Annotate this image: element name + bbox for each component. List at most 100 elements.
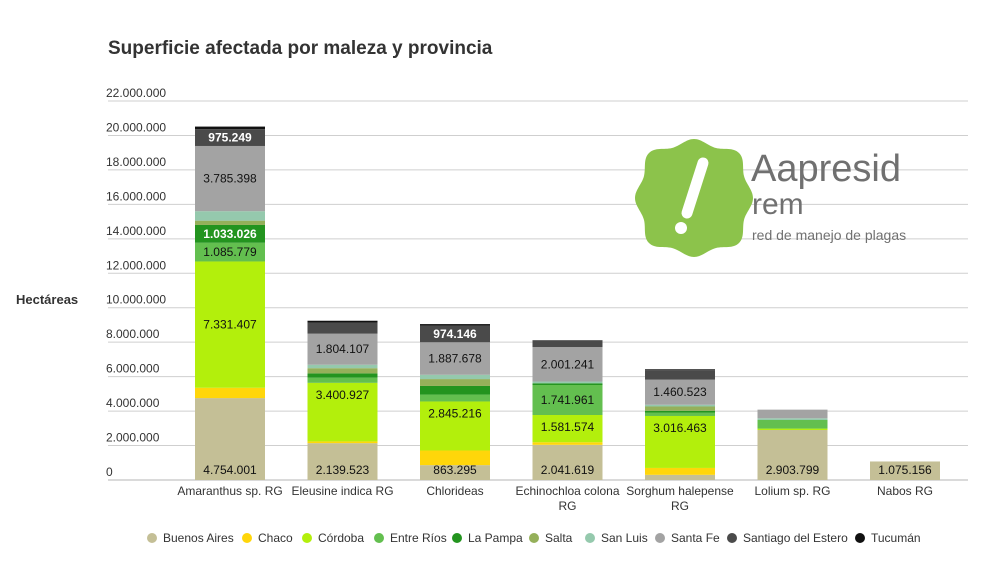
legend-marker: [529, 533, 539, 543]
data-label: 2.041.619: [541, 463, 595, 477]
y-tick-label: 8.000.000: [106, 327, 160, 341]
bar-segment: [420, 325, 490, 343]
bar-segment: [645, 404, 715, 407]
bar-segment: [645, 370, 715, 380]
y-tick-label: 22.000.000: [106, 86, 166, 100]
bar-segment: [757, 429, 828, 480]
data-label: 4.754.001: [203, 463, 257, 477]
bar-segment: [645, 406, 715, 411]
x-axis: Amaranthus sp. RG Eleusine indica RG Chlor…: [177, 484, 933, 513]
logo-slash-icon: [681, 157, 709, 219]
x-tick-label: Amaranthus sp. RG: [177, 484, 282, 498]
bar-segment: [757, 419, 828, 429]
data-label: 3.016.463: [653, 421, 707, 435]
bar-segment: [532, 347, 603, 382]
bar-segment: [307, 322, 378, 334]
legend-label: Buenos Aires: [163, 531, 234, 545]
bar-segment: [307, 368, 378, 374]
legend-label: Entre Ríos: [390, 531, 447, 545]
bar-segment: [645, 474, 715, 480]
data-label: 2.139.523: [316, 463, 370, 477]
bar-segment: [420, 394, 490, 402]
legend-marker: [374, 533, 384, 543]
bar-segment: [307, 382, 378, 442]
legend-marker: [855, 533, 865, 543]
bar-segment: [757, 409, 828, 419]
bar-segment: [532, 383, 603, 385]
x-tick-label: Sorghum halepense: [626, 484, 734, 498]
data-label: 974.146: [433, 327, 477, 341]
bar-segment: [195, 261, 265, 388]
y-tick-label: 0: [106, 465, 113, 479]
data-label: 1.804.107: [316, 342, 370, 356]
y-tick-label: 6.000.000: [106, 362, 160, 376]
legend: Buenos Aires Chaco Córdoba Entre Ríos La Pam…: [147, 531, 921, 545]
bar-segment: [420, 342, 490, 375]
legend-label: Salta: [545, 531, 573, 545]
bar-segment: [420, 379, 490, 386]
legend-marker: [242, 533, 252, 543]
bar-segment: [307, 443, 378, 480]
legend-marker: [302, 533, 312, 543]
bar-segment: [645, 467, 715, 475]
logo-brand-text: Aapresid: [751, 148, 901, 190]
legend-marker: [727, 533, 737, 543]
bar-segment: [307, 373, 378, 378]
legend-label: Santa Fe: [671, 531, 720, 545]
data-label: 975.249: [208, 131, 252, 145]
bar-segment: [420, 385, 490, 395]
legend-marker: [452, 533, 462, 543]
bar-segment: [420, 401, 490, 451]
bar-segment: [307, 364, 378, 369]
y-tick-label: 18.000.000: [106, 155, 166, 169]
bar-segment: [195, 242, 265, 262]
legend-marker: [585, 533, 595, 543]
data-label: 863.295: [433, 463, 477, 477]
bar-segment: [645, 415, 715, 468]
bar-segment: [195, 220, 265, 225]
data-label: 1.741.961: [541, 393, 595, 407]
legend-label: Chaco: [258, 531, 293, 545]
bar-segment: [195, 398, 265, 480]
data-label: 3.785.398: [203, 172, 257, 186]
legend-marker: [147, 533, 157, 543]
y-axis-label: Hectáreas: [16, 292, 78, 307]
legend-marker: [655, 533, 665, 543]
data-label: 1.075.156: [878, 463, 932, 477]
x-tick-label: RG: [559, 499, 577, 513]
bar-segment: [307, 377, 378, 383]
y-tick-label: 14.000.000: [106, 224, 166, 238]
y-tick-label: 4.000.000: [106, 396, 160, 410]
x-tick-label: Nabos RG: [877, 484, 933, 498]
bar-segment: [420, 324, 490, 326]
data-label: 1.085.779: [203, 245, 257, 259]
x-tick-label: Chlorideas: [426, 484, 483, 498]
bar-segment: [532, 444, 603, 480]
bar-segment: [420, 374, 490, 380]
aapresid-rem-logo: Aapresid rem red de manejo de plagas: [635, 139, 906, 257]
logo-tagline: red de manejo de plagas: [752, 227, 906, 243]
x-tick-label: Echinochloa colona: [515, 484, 619, 498]
legend-label: Córdoba: [318, 531, 364, 545]
bar-segment: [532, 414, 603, 443]
bar-segment: [645, 410, 715, 413]
bar-segment: [195, 211, 265, 221]
bar-segment: [645, 369, 715, 371]
bar-segment: [195, 387, 265, 399]
data-label: 1.033.026: [203, 227, 257, 241]
bar-segment: [870, 461, 940, 480]
y-tick-label: 10.000.000: [106, 293, 166, 307]
y-tick-label: 2.000.000: [106, 431, 160, 445]
y-tick-label: 16.000.000: [106, 189, 166, 203]
y-tick-label: 20.000.000: [106, 120, 166, 134]
data-label: 2.001.241: [541, 357, 595, 371]
bar-segment: [195, 126, 265, 130]
bar-segment: [307, 441, 378, 444]
bar-segment: [532, 381, 603, 384]
legend-label: Tucumán: [871, 531, 921, 545]
y-tick-label: 12.000.000: [106, 258, 166, 272]
bar-segment: [195, 129, 265, 146]
data-labels: 4.754.001 7.331.407 1.085.779 1.033.026 3.78…: [203, 131, 932, 477]
legend-label: Santiago del Estero: [743, 531, 848, 545]
x-tick-label: RG: [671, 499, 689, 513]
